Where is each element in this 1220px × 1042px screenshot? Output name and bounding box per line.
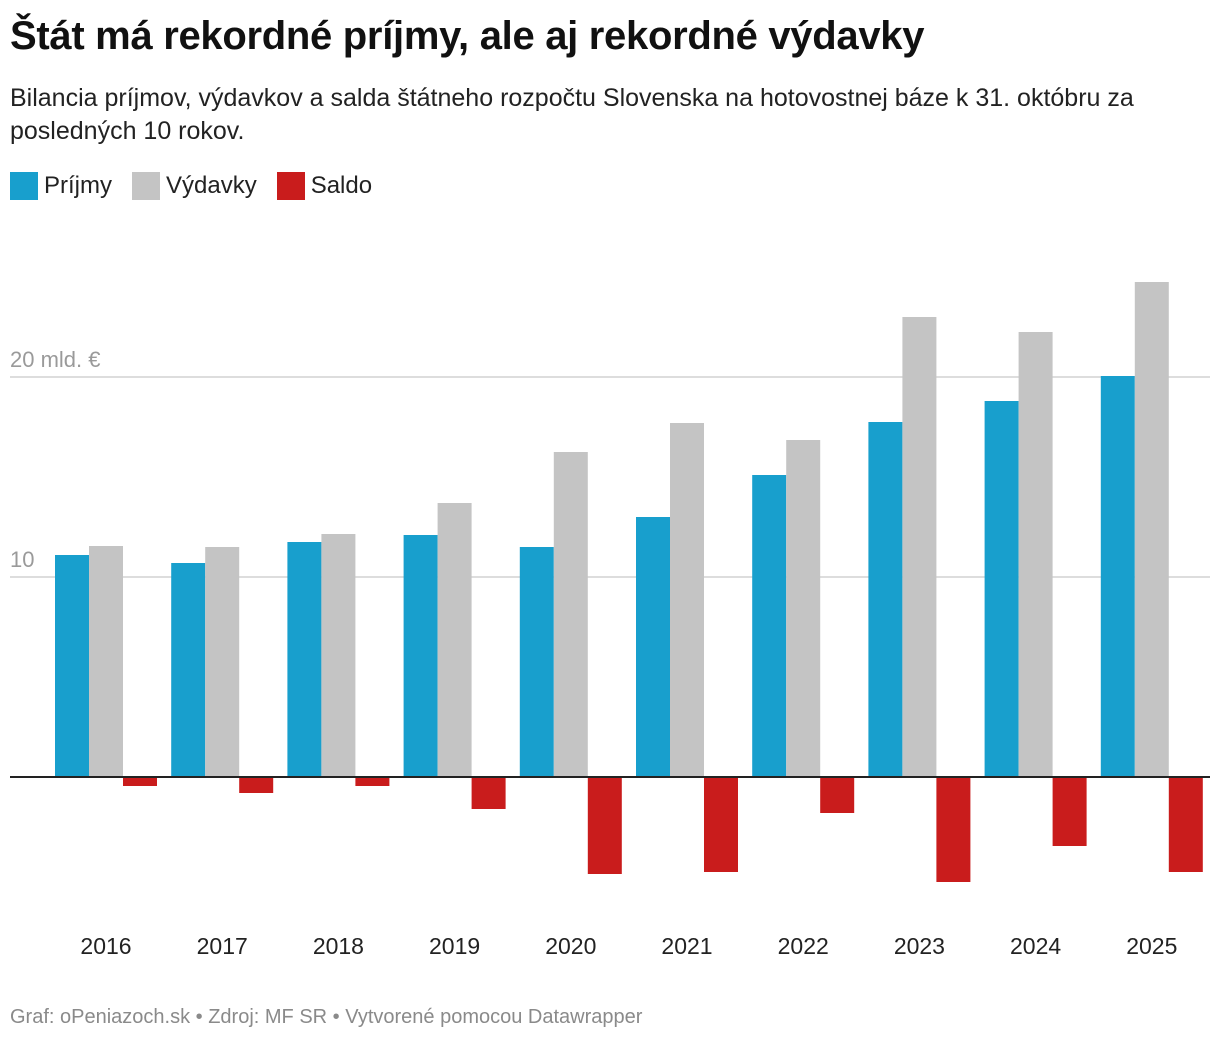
x-tick-label-2025: 2025 [1126,933,1177,959]
bar-saldo-2024 [1052,777,1087,846]
bar-saldo-2016 [123,777,157,786]
legend-item-saldo: Saldo [276,172,373,200]
bar-vydavky-2017 [205,547,240,777]
y-tick-label-10: 10 [10,547,34,572]
bar-prijmy-2016 [55,555,89,777]
bar-vydavky-2019 [437,503,472,777]
x-tick-label-2016: 2016 [80,933,131,959]
bar-saldo-2025 [1168,777,1203,872]
x-tick-label-2018: 2018 [313,933,364,959]
bar-prijmy-2017 [171,563,206,777]
x-tick-label-2020: 2020 [545,933,596,959]
bar-vydavky-2024 [1018,332,1053,777]
bar-prijmy-2023 [868,422,903,777]
bar-saldo-2018 [355,777,390,786]
bar-prijmy-2019 [403,535,438,777]
bar-saldo-2019 [471,777,506,809]
legend-item-prijmy: Príjmy [10,172,112,200]
bar-prijmy-2021 [636,517,670,777]
x-tick-label-2019: 2019 [429,933,480,959]
bar-saldo-2023 [936,777,971,882]
bar-chart: 20 mld. € 10 2016 2017 2018 2019 2020 2021 2022 2… [10,282,1210,959]
legend: Príjmy Výdavky Saldo [10,172,392,200]
legend-item-vydavky: Výdavky [132,172,257,200]
legend-swatch-prijmy [10,172,38,200]
bar-vydavky-2022 [786,440,821,777]
x-tick-label-2024: 2024 [1010,933,1061,959]
x-tick-label-2017: 2017 [197,933,248,959]
legend-swatch-vydavky [132,172,160,200]
bar-prijmy-2025 [1100,376,1135,777]
bar-vydavky-2020 [553,452,588,777]
chart-footer: Graf: oPeniazoch.sk • Zdroj: MF SR • Vyt… [10,1006,643,1028]
bar-saldo-2021 [704,777,738,872]
chart-title: Štát má rekordné príjmy, ale aj rekordné… [10,14,925,58]
bar-saldo-2020 [587,777,622,874]
legend-swatch-saldo [276,172,305,200]
bar-vydavky-2025 [1134,282,1169,777]
bar-vydavky-2018 [321,534,356,777]
bar-vydavky-2016 [89,546,123,777]
x-tick-label-2021: 2021 [661,933,712,959]
bar-vydavky-2023 [902,317,937,777]
bar-prijmy-2020 [519,547,554,777]
legend-label-vydavky: Výdavky [166,172,257,199]
legend-label-prijmy: Príjmy [44,172,112,199]
x-tick-label-2023: 2023 [894,933,945,959]
x-tick-label-2022: 2022 [778,933,829,959]
bar-vydavky-2021 [670,423,704,777]
legend-label-saldo: Saldo [310,172,373,199]
y-tick-label-20: 20 mld. € [10,347,101,372]
bar-saldo-2017 [239,777,274,793]
bar-prijmy-2022 [752,475,787,777]
chart-subtitle: Bilancia príjmov, výdavkov a salda štátn… [10,84,1134,145]
bar-prijmy-2024 [984,401,1019,777]
bar-saldo-2022 [820,777,855,813]
bar-prijmy-2018 [287,542,322,777]
